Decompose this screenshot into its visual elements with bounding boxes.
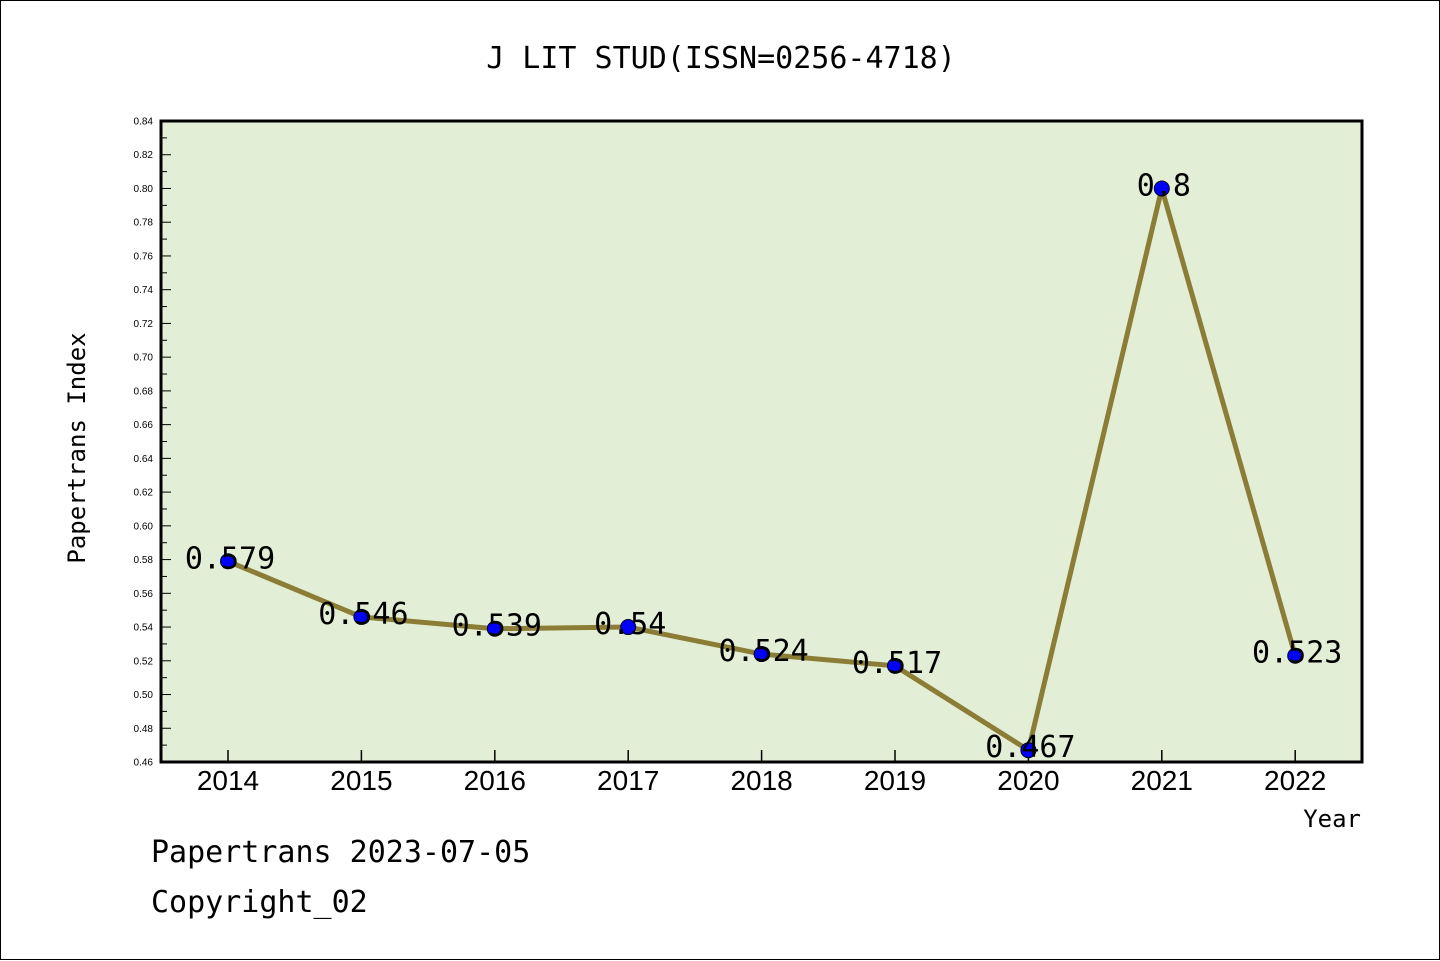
x-tick-label: 2017 [597, 765, 659, 796]
y-tick-label: 0.46 [134, 758, 154, 769]
x-tick-label: 2020 [997, 765, 1059, 796]
data-point-2014 [220, 553, 236, 570]
data-point-2020 [1020, 742, 1037, 759]
data-label-2015: 0.546 [318, 597, 408, 632]
x-axis-label: Year [1303, 805, 1361, 833]
y-tick-label: 0.48 [134, 724, 154, 735]
x-tick-label: 2019 [864, 765, 926, 796]
x-tick-label: 2016 [464, 765, 526, 796]
x-axis-ticks: 2014 2015 2016 2017 2018 2019 2020 2021 2022 [197, 750, 1326, 796]
data-label-2018: 0.524 [718, 634, 808, 669]
data-point-2016 [486, 620, 503, 637]
data-label-2017: 0.54 [594, 607, 666, 642]
y-tick-label: 0.74 [134, 285, 154, 296]
data-point-2019 [887, 657, 903, 674]
y-tick-label: 0.64 [134, 454, 154, 465]
x-tick-label: 2018 [730, 765, 792, 796]
data-label-2014: 0.579 [185, 541, 275, 576]
y-tick-label: 0.68 [134, 386, 154, 397]
data-labels: 0.579 0.546 0.539 0.54 0.524 0.517 0.467 0.8 0.5… [185, 168, 1343, 765]
y-tick-label: 0.72 [134, 319, 154, 330]
y-tick-label: 0.82 [134, 150, 154, 161]
data-label-2019: 0.517 [852, 646, 942, 681]
data-label-2022: 0.523 [1252, 636, 1342, 671]
y-tick-label: 0.54 [134, 623, 154, 634]
data-label-2021: 0.8 [1137, 168, 1191, 203]
x-tick-label: 2022 [1264, 765, 1326, 796]
y-tick-label: 0.78 [134, 218, 154, 229]
data-point-2015 [353, 608, 370, 625]
x-tick-label: 2014 [197, 765, 259, 796]
y-tick-label: 0.56 [134, 589, 154, 600]
data-point-2021 [1153, 180, 1170, 197]
data-point-2018 [753, 646, 770, 663]
y-tick-label: 0.60 [134, 521, 154, 532]
y-tick-label: 0.66 [134, 420, 154, 431]
data-label-2020: 0.467 [985, 730, 1075, 765]
data-point-2017 [620, 619, 637, 636]
footer-copyright: Copyright_02 [151, 885, 368, 920]
y-tick-label: 0.76 [134, 251, 154, 262]
chart-title: J LIT STUD(ISSN=0256-4718) [486, 41, 956, 76]
y-tick-label: 0.58 [134, 555, 154, 566]
data-point-2022 [1287, 647, 1304, 664]
y-axis-label: Papertrans Index [63, 332, 91, 563]
y-tick-label: 0.62 [134, 488, 154, 499]
y-tick-label: 0.70 [134, 353, 154, 364]
y-tick-label: 0.52 [134, 656, 154, 667]
x-tick-label: 2021 [1131, 765, 1193, 796]
data-label-2016: 0.539 [452, 609, 542, 644]
footer-date: Papertrans 2023-07-05 [151, 835, 531, 870]
y-tick-label: 0.84 [134, 117, 154, 128]
x-tick-label: 2015 [330, 765, 392, 796]
y-axis-ticks: 0.46 0.48 0.50 0.52 0.54 0.56 0.58 0.60 0.62 0.64… [134, 117, 171, 769]
y-tick-label: 0.80 [134, 184, 154, 195]
data-markers [220, 180, 1304, 759]
y-tick-label: 0.50 [134, 690, 154, 701]
